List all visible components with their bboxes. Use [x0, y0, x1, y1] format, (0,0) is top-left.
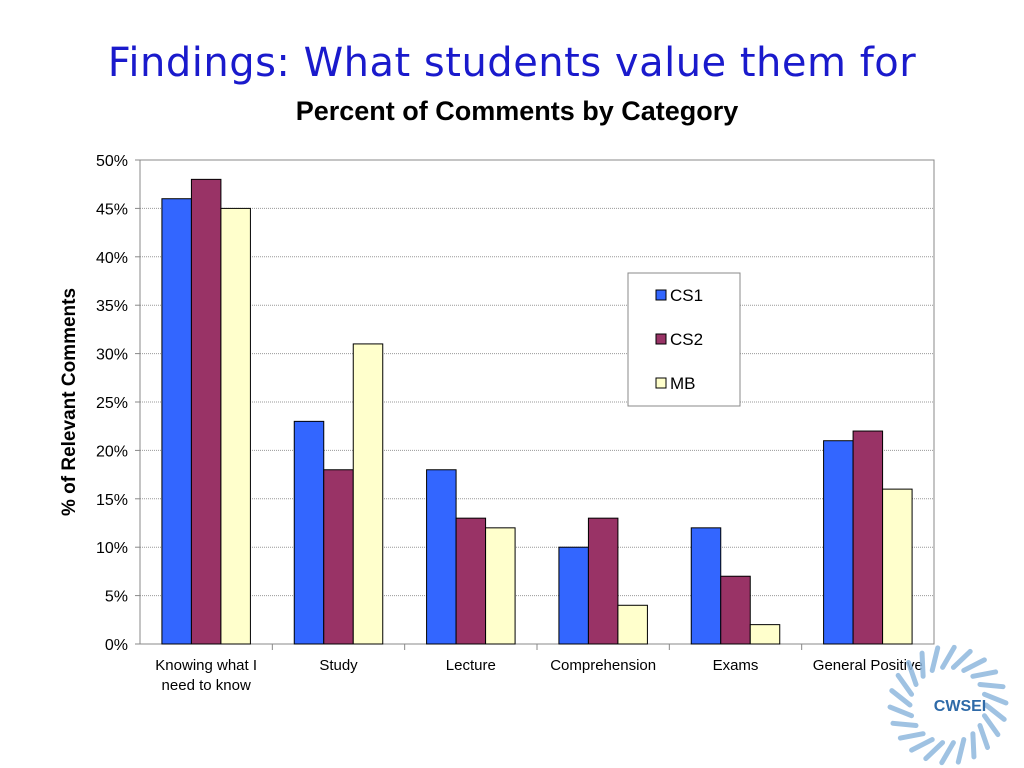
bar-mb — [485, 527, 516, 645]
bar-mb — [352, 343, 384, 645]
bar-cs1 — [161, 198, 192, 645]
bar-mb — [749, 624, 781, 645]
bar-cs2 — [720, 575, 751, 645]
logo-ray — [889, 688, 913, 708]
cwsei-logo: CWSEI — [887, 644, 1009, 766]
y-tick-label: 40% — [96, 250, 128, 267]
logo-ray — [897, 731, 926, 741]
x-tick-label: Lecture — [446, 657, 496, 674]
logo-ray — [929, 645, 941, 673]
bar-cs2 — [587, 517, 619, 645]
legend-label-mb: MB — [670, 374, 696, 393]
logo-text: CWSEI — [934, 698, 986, 715]
x-tick-label-line: Knowing what I — [155, 657, 257, 674]
logo-ray — [890, 720, 919, 729]
x-tick-label-line: Exams — [713, 657, 759, 674]
x-tick-label-line: General Positive — [813, 657, 923, 674]
bar-cs1 — [426, 469, 457, 645]
bar-mb — [882, 488, 913, 645]
logo-ray — [919, 650, 926, 679]
bars — [161, 178, 913, 645]
x-tick-label-line: Lecture — [446, 657, 496, 674]
logo-ray — [970, 731, 977, 760]
bar-mb — [617, 604, 648, 645]
logo-ray — [977, 723, 991, 750]
legend-label-cs1: CS1 — [670, 286, 703, 305]
x-axis: Knowing what I need to know Study Lecture Co… — [155, 644, 923, 694]
y-tick-label: 45% — [96, 201, 128, 218]
x-tick-label-line: Comprehension — [550, 657, 656, 674]
x-tick-label-line: need to know — [162, 677, 251, 694]
gridlines — [140, 159, 934, 597]
logo-ray — [970, 669, 999, 679]
y-tick-label: 15% — [96, 492, 128, 509]
y-tick-label: 30% — [96, 347, 128, 364]
logo-ray — [940, 644, 957, 670]
bar-cs2 — [323, 469, 354, 645]
logo-ray — [895, 672, 915, 697]
bar-cs2 — [190, 178, 222, 645]
legend-swatch-cs2 — [655, 333, 667, 345]
x-tick-label: Knowing what I need to know — [155, 657, 257, 694]
logo-ray — [983, 702, 1007, 722]
bar-cs1 — [293, 420, 325, 645]
bar-cs2 — [852, 430, 884, 645]
legend-box — [627, 272, 741, 407]
y-tick-label: 0% — [105, 637, 128, 654]
logo-ray — [909, 737, 935, 753]
y-tick-label: 5% — [105, 589, 128, 606]
logo-ray — [939, 740, 956, 766]
logo-ray — [981, 691, 1009, 706]
logo-ray — [905, 660, 919, 687]
bar-cs1 — [558, 546, 589, 645]
y-tick-label: 20% — [96, 443, 128, 460]
y-tick-label: 35% — [96, 298, 128, 315]
logo-ray — [961, 657, 987, 673]
bar-cs1 — [690, 527, 722, 645]
logo-ray — [981, 713, 1001, 738]
legend: CS1 CS2 MB — [627, 272, 741, 407]
bar-mb — [220, 207, 251, 645]
x-tick-label: Exams — [713, 657, 759, 674]
y-tick-label: 50% — [96, 153, 128, 170]
legend-swatch-cs1 — [655, 289, 667, 301]
x-tick-label: Comprehension — [550, 657, 656, 674]
logo-ray — [955, 737, 967, 765]
y-axis: 0% 5% 10% 15% 20% 25% 30% 35% 40% 45% 50% — [96, 153, 140, 654]
x-tick-label: General Positive — [813, 657, 923, 674]
slide-title: Findings: What students value them for — [107, 40, 917, 86]
logo-ray — [923, 740, 946, 762]
bar-cs1 — [823, 440, 854, 645]
logo-ray — [887, 704, 915, 719]
legend-swatch-mb — [655, 377, 667, 389]
chart-title: Percent of Comments by Category — [295, 96, 739, 126]
y-axis-label: % of Relevant Comments — [59, 288, 80, 516]
bar-cs2 — [455, 517, 487, 645]
y-tick-label: 10% — [96, 540, 128, 557]
x-tick-label: Study — [319, 657, 358, 674]
legend-label-cs2: CS2 — [670, 330, 703, 349]
logo-ray — [977, 681, 1006, 690]
logo-ray — [950, 648, 973, 670]
x-tick-label-line: Study — [319, 657, 358, 674]
y-tick-label: 25% — [96, 395, 128, 412]
